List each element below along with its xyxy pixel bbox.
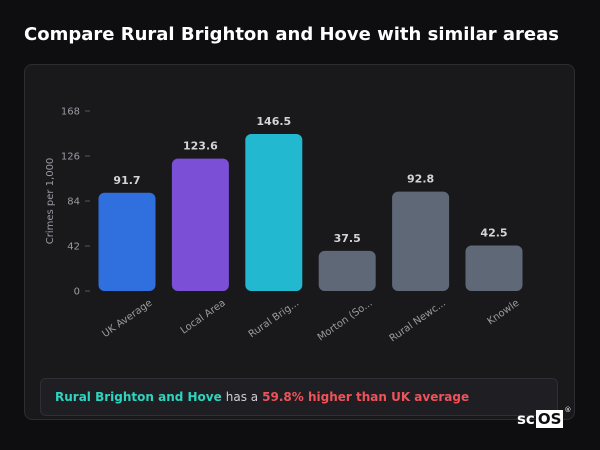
bar [245, 134, 303, 291]
scos-logo: sc OS ® [517, 406, 572, 430]
y-tick-label: 42 [67, 242, 80, 253]
summary-area-name: Rural Brighton and Hove [55, 390, 222, 404]
x-tick-label: UK Average [100, 298, 154, 340]
bar-value-label: 42.5 [480, 226, 507, 239]
y-axis-label: Crimes per 1,000 [45, 158, 56, 245]
x-tick-label: Local Area [179, 298, 228, 337]
y-tick-label: 168 [61, 107, 80, 118]
summary-connector: has a [225, 390, 259, 404]
y-tick-label: 126 [61, 152, 80, 163]
comparison-summary: Rural Brighton and Hove has a 59.8% high… [40, 378, 558, 416]
bar [98, 192, 156, 291]
x-tick-label: Rural Brig... [247, 298, 301, 341]
y-tick-label: 0 [74, 287, 80, 298]
logo-text-os: OS [535, 410, 564, 428]
bar [171, 158, 229, 291]
y-tick-label: 84 [67, 197, 80, 208]
bar-value-label: 123.6 [183, 140, 218, 153]
logo-registered-mark: ® [564, 406, 572, 414]
x-tick-label: Knowle [485, 298, 521, 328]
x-tick-label: Rural Newc... [388, 298, 448, 345]
bar-value-label: 37.5 [334, 232, 361, 245]
summary-difference: 59.8% higher than UK average [262, 390, 470, 404]
x-tick-label: Morton (So... [316, 298, 375, 344]
bar-value-label: 91.7 [113, 174, 140, 187]
bar [465, 245, 523, 291]
logo-text-sc: sc [517, 410, 535, 428]
bar [318, 250, 376, 291]
page-title: Compare Rural Brighton and Hove with sim… [24, 24, 559, 45]
bar [392, 191, 450, 291]
bar-value-label: 146.5 [256, 115, 291, 128]
bar-value-label: 92.8 [407, 173, 434, 186]
